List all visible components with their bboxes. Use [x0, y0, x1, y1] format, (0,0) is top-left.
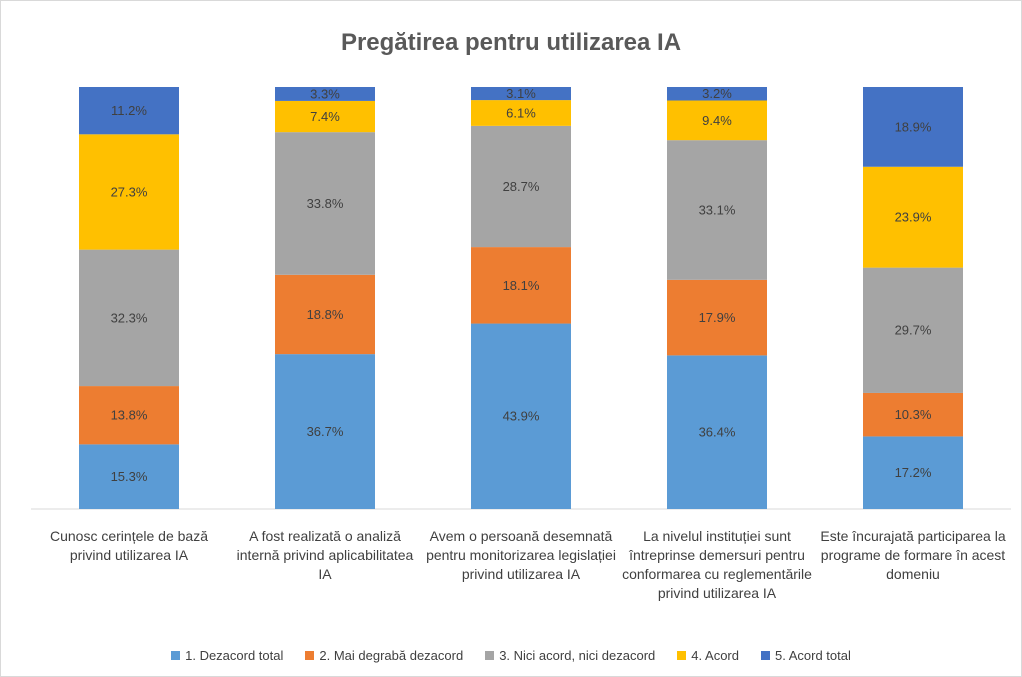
- legend-swatch: [760, 651, 770, 660]
- bar-segment: [863, 267, 963, 393]
- value-label: 43.9%: [503, 409, 540, 424]
- legend-swatch: [305, 651, 315, 660]
- value-label: 18.9%: [895, 119, 932, 134]
- value-label: 28.7%: [503, 179, 540, 194]
- legend-swatch: [171, 651, 181, 660]
- legend-item: 5. Acord total: [760, 648, 851, 663]
- value-label: 3.1%: [506, 86, 536, 101]
- value-label: 23.9%: [895, 210, 932, 225]
- value-label: 29.7%: [895, 323, 932, 338]
- legend-label: 1. Dezacord total: [185, 648, 284, 663]
- legend-label: 4. Acord: [691, 648, 739, 663]
- bar-segment: [667, 355, 767, 509]
- value-label: 32.3%: [111, 310, 148, 325]
- bar-segment: [79, 249, 179, 387]
- value-label: 9.4%: [702, 113, 732, 128]
- value-label: 13.8%: [111, 408, 148, 423]
- bar-segment: [79, 134, 179, 250]
- bar-segment: [471, 323, 571, 509]
- bar-segment: [667, 100, 767, 141]
- bar-segment: [275, 100, 375, 133]
- category-label: Este încurajată participarea la programe…: [820, 528, 1006, 582]
- value-label: 36.4%: [699, 425, 736, 440]
- bar-segment: [275, 132, 375, 275]
- bar-segment: [863, 436, 963, 509]
- legend-label: 2. Mai degrabă dezacord: [319, 648, 464, 663]
- bar-segment: [471, 247, 571, 324]
- category-label: Cunosc cerințele de bază privind utiliza…: [50, 528, 208, 563]
- bar-segment: [275, 354, 375, 509]
- value-label: 17.2%: [895, 465, 932, 480]
- category-label: A fost realizată o analiză internă privi…: [236, 528, 414, 582]
- bar-segment: [863, 392, 963, 437]
- legend-swatch: [485, 651, 495, 660]
- legend-item: 4. Acord: [677, 648, 739, 663]
- chart-title: Pregătirea pentru utilizarea IA: [340, 29, 682, 56]
- value-label: 18.8%: [307, 307, 344, 322]
- legend-label: 3. Nici acord, nici dezacord: [499, 648, 656, 663]
- value-label: 15.3%: [111, 469, 148, 484]
- bar-segment: [471, 100, 571, 126]
- legend-item: 1. Dezacord total: [171, 648, 283, 663]
- value-label: 3.2%: [702, 86, 732, 101]
- value-label: 6.1%: [506, 105, 536, 120]
- category-label: La nivelul instituției sunt întreprinse …: [622, 528, 812, 601]
- bar-segment: [863, 87, 963, 167]
- bar-segment: [79, 386, 179, 445]
- value-label: 10.3%: [895, 407, 932, 422]
- legend: 1. Dezacord total 2. Mai degrabă dezacord…: [1, 648, 1021, 663]
- value-label: 27.3%: [111, 184, 148, 199]
- value-label: 17.9%: [699, 310, 736, 325]
- legend-swatch: [677, 651, 687, 660]
- bar-segment: [275, 87, 375, 101]
- bar-segment: [667, 140, 767, 280]
- value-label: 3.3%: [310, 86, 340, 101]
- bar-segment: [667, 279, 767, 356]
- legend-item: 2. Mai degrabă dezacord: [305, 648, 463, 663]
- bar-segment: [79, 87, 179, 135]
- bar-segment: [667, 87, 767, 101]
- bar-segment: [863, 166, 963, 268]
- bar-segment: [471, 87, 571, 101]
- value-label: 33.8%: [307, 196, 344, 211]
- value-label: 7.4%: [310, 109, 340, 124]
- bar-segment: [471, 125, 571, 248]
- value-label: 33.1%: [699, 202, 736, 217]
- value-label: 18.1%: [503, 278, 540, 293]
- legend-item: 3. Nici acord, nici dezacord: [485, 648, 655, 663]
- legend-label: 5. Acord total: [774, 648, 851, 663]
- value-label: 11.2%: [111, 103, 147, 118]
- category-label: Avem o persoană desemnată pentru monitor…: [426, 528, 616, 582]
- value-label: 36.7%: [307, 424, 344, 439]
- bar-segment: [79, 444, 179, 509]
- bar-segment: [275, 274, 375, 355]
